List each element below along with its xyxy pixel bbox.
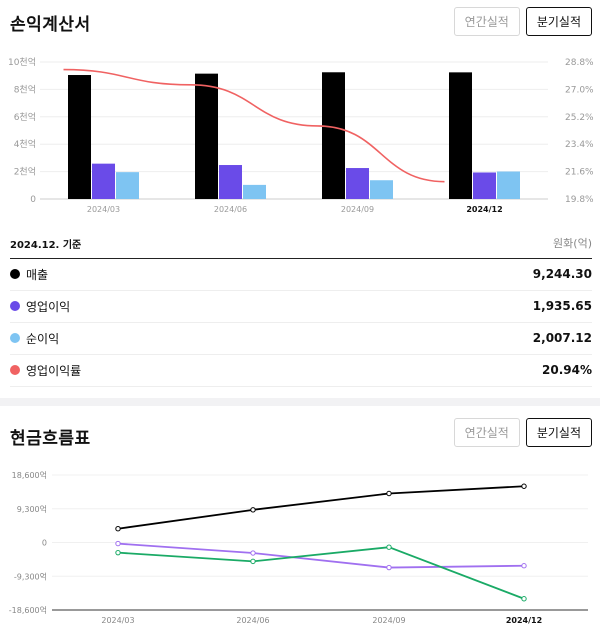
bar: [449, 72, 472, 199]
cash-title: 현금흐름표: [10, 429, 91, 449]
tab-annual[interactable]: 연간실적: [453, 418, 520, 447]
x-tick-label: 2024/03: [101, 616, 134, 625]
data-point: [521, 596, 527, 602]
series-line: [117, 546, 525, 600]
y-tick-label: 8천억: [14, 83, 36, 95]
legend-row-operating-profit: 영업이익 1,935.65: [10, 290, 592, 323]
operating-margin-dot-icon: [10, 365, 20, 375]
section-divider: [0, 398, 600, 406]
bar: [473, 172, 496, 199]
y-tick-label: 9,300억: [17, 504, 47, 514]
bar: [195, 73, 218, 199]
legend-value: 2,007.12: [532, 331, 592, 345]
y-tick-label: 18,600억: [12, 470, 47, 480]
y2-tick-label: 23.4%: [565, 140, 594, 150]
bar: [370, 180, 393, 199]
unit-label: 원화(억): [553, 237, 592, 250]
data-point: [250, 507, 256, 513]
income-bar-chart: 10천억 8천억 6천억 4천억 2천억 0 28.8% 27.0% 25.2% 23.4% 21.…: [8, 56, 594, 214]
y-tick-label: 10천억: [8, 56, 36, 68]
x-tick-label: 2024/12: [506, 616, 542, 625]
legend-value: 20.94%: [542, 363, 592, 377]
bar: [322, 72, 345, 199]
y-tick-label: 0: [42, 539, 47, 548]
y-tick-label: 4천억: [14, 138, 36, 150]
x-tick-label: 2024/06: [214, 205, 247, 214]
series-line: [117, 542, 525, 569]
cash-flow-section: 현금흐름표 연간실적 분기실적 18,600억 9,300억 0 -9,300억 -18…: [0, 406, 600, 633]
legend-label: 영업이익: [26, 299, 71, 314]
x-tick-label: 2024/09: [341, 205, 374, 214]
data-point: [521, 483, 527, 489]
bar: [219, 165, 242, 199]
bar: [92, 163, 115, 199]
x-tick-label: 2024/09: [372, 616, 405, 625]
x-tick-label: 2024/03: [87, 205, 120, 214]
legend-row-revenue: 매출 9,244.30: [10, 258, 592, 291]
bar: [497, 171, 520, 199]
legend-label: 영업이익률: [26, 363, 82, 378]
revenue-dot-icon: [10, 269, 20, 279]
y-tick-label: -18,600억: [9, 605, 47, 615]
y-tick-label: 2천억: [14, 166, 36, 178]
y2-tick-label: 28.8%: [565, 58, 594, 68]
cash-tabs: 연간실적 분기실적: [453, 418, 592, 447]
bar: [116, 172, 139, 199]
y2-tick-label: 27.0%: [565, 85, 594, 95]
tab-annual[interactable]: 연간실적: [453, 7, 520, 36]
series-line: [117, 485, 525, 530]
y-tick-label: 0: [30, 195, 36, 205]
legend-label: 순이익: [26, 331, 60, 346]
legend-header: 2024.12. 기준 원화(억): [10, 228, 592, 259]
legend-value: 9,244.30: [532, 267, 592, 281]
income-title: 손익계산서: [10, 15, 91, 35]
data-point: [386, 544, 392, 550]
data-point: [250, 558, 256, 565]
data-point: [386, 564, 392, 571]
cash-flow-line-chart: 18,600억 9,300억 0 -9,300억 -18,600억 2024/03 2024…: [9, 470, 588, 625]
data-point: [115, 526, 121, 532]
x-tick-label: 2024/12: [466, 205, 502, 214]
y-tick-label: 6천억: [14, 111, 36, 123]
operating-profit-dot-icon: [10, 301, 20, 311]
tab-quarterly[interactable]: 분기실적: [525, 7, 592, 36]
data-point: [115, 540, 121, 547]
tab-quarterly[interactable]: 분기실적: [525, 418, 592, 447]
operating-margin-line: [63, 68, 445, 183]
income-statement-section: 손익계산서 연간실적 분기실적 10천억 8천억 6천억 4천억 2천억 0 28.8% 27…: [7, 7, 595, 387]
income-tabs: 연간실적 분기실적: [453, 7, 592, 36]
data-point: [386, 490, 392, 497]
y2-tick-label: 25.2%: [565, 113, 594, 123]
bar: [68, 75, 91, 199]
x-tick-label: 2024/06: [236, 616, 269, 625]
legend-label: 매출: [26, 267, 49, 282]
legend-row-operating-margin: 영업이익률 20.94%: [10, 354, 592, 387]
data-point: [521, 563, 527, 569]
data-point: [115, 549, 121, 556]
y-tick-label: -9,300억: [14, 571, 47, 581]
bar: [243, 184, 266, 199]
data-point: [250, 550, 256, 556]
y2-tick-label: 21.6%: [565, 168, 594, 178]
net-income-dot-icon: [10, 333, 20, 343]
legend-value: 1,935.65: [532, 299, 592, 313]
legend-row-net-income: 순이익 2,007.12: [10, 322, 592, 355]
bar: [346, 168, 369, 199]
y2-tick-label: 19.8%: [565, 195, 594, 205]
as-of-label: 2024.12. 기준: [10, 239, 82, 251]
